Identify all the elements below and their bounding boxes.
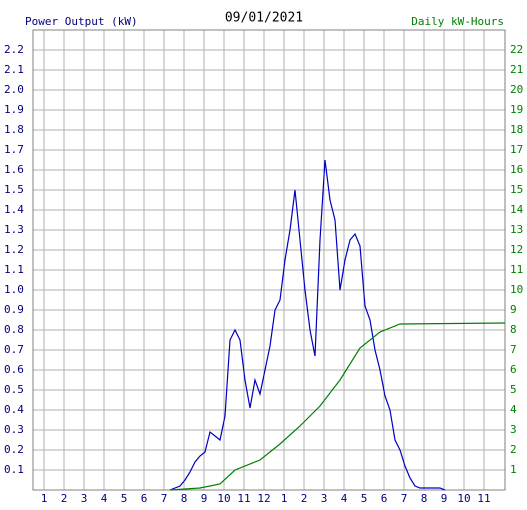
y2-tick-label: 6 — [510, 363, 517, 376]
y2-tick-label: 7 — [510, 343, 517, 356]
x-tick-label: 1 — [281, 492, 288, 505]
y-tick-label: 1.3 — [4, 223, 24, 236]
y-tick-label: 1.0 — [4, 283, 24, 296]
y2-tick-label: 19 — [510, 103, 523, 116]
y-tick-label: 1.1 — [4, 263, 24, 276]
x-tick-label: 4 — [341, 492, 348, 505]
x-tick-label: 8 — [421, 492, 428, 505]
y2-tick-label: 18 — [510, 123, 523, 136]
y2-tick-label: 12 — [510, 243, 523, 256]
x-tick-label: 3 — [321, 492, 328, 505]
x-tick-label: 2 — [61, 492, 68, 505]
x-tick-label: 10 — [217, 492, 230, 505]
x-tick-label: 1 — [41, 492, 48, 505]
y2-tick-label: 3 — [510, 423, 517, 436]
y-tick-label: 0.2 — [4, 443, 24, 456]
y2-tick-label: 10 — [510, 283, 523, 296]
y2-tick-label: 22 — [510, 43, 523, 56]
y-tick-label: 0.4 — [4, 403, 24, 416]
y-tick-label: 0.1 — [4, 463, 24, 476]
y-tick-label: 0.6 — [4, 363, 24, 376]
y-axis-label: Power Output (kW) — [25, 15, 138, 28]
x-tick-label: 11 — [477, 492, 490, 505]
y-tick-label: 0.7 — [4, 343, 24, 356]
x-tick-label: 9 — [201, 492, 208, 505]
y-tick-label: 2.2 — [4, 43, 24, 56]
y2-tick-label: 20 — [510, 83, 523, 96]
x-tick-label: 5 — [121, 492, 128, 505]
y-tick-label: 0.8 — [4, 323, 24, 336]
x-tick-label: 8 — [181, 492, 188, 505]
y2-tick-label: 11 — [510, 263, 523, 276]
x-tick-label: 12 — [257, 492, 270, 505]
y-tick-label: 1.4 — [4, 203, 24, 216]
x-tick-label: 6 — [141, 492, 148, 505]
y2-tick-label: 4 — [510, 403, 517, 416]
x-tick-label: 3 — [81, 492, 88, 505]
x-tick-label: 5 — [361, 492, 368, 505]
x-tick-label: 10 — [457, 492, 470, 505]
y2-tick-label: 8 — [510, 323, 517, 336]
chart-title: 09/01/2021 — [225, 11, 303, 26]
x-tick-label: 11 — [237, 492, 250, 505]
y-tick-label: 1.6 — [4, 163, 24, 176]
y-tick-label: 2.0 — [4, 83, 24, 96]
series-line — [169, 159, 446, 491]
x-tick-label: 7 — [161, 492, 168, 505]
y-tick-label: 0.3 — [4, 423, 24, 436]
y-tick-label: 0.5 — [4, 383, 24, 396]
y-tick-label: 1.7 — [4, 143, 24, 156]
x-tick-label: 9 — [441, 492, 448, 505]
y-tick-label: 2.1 — [4, 63, 24, 76]
x-tick-label: 2 — [301, 492, 308, 505]
series-line — [169, 322, 506, 491]
y-tick-label: 1.8 — [4, 123, 24, 136]
x-tick-label: 7 — [401, 492, 408, 505]
y-tick-label: 1.2 — [4, 243, 24, 256]
x-tick-label: 4 — [101, 492, 108, 505]
y-tick-label: 0.9 — [4, 303, 24, 316]
plot-border — [32, 29, 506, 491]
y2-tick-label: 1 — [510, 463, 517, 476]
y2-tick-label: 15 — [510, 183, 523, 196]
y2-tick-label: 14 — [510, 203, 524, 216]
y2-tick-label: 17 — [510, 143, 523, 156]
y2-tick-label: 13 — [510, 223, 523, 236]
y2-tick-label: 9 — [510, 303, 517, 316]
y2-tick-label: 5 — [510, 383, 517, 396]
y-tick-label: 1.5 — [4, 183, 24, 196]
y2-tick-label: 16 — [510, 163, 523, 176]
y2-tick-label: 21 — [510, 63, 523, 76]
y2-axis-label: Daily kW-Hours — [411, 15, 504, 28]
y-tick-label: 1.9 — [4, 103, 24, 116]
y2-tick-label: 2 — [510, 443, 517, 456]
x-tick-label: 6 — [381, 492, 388, 505]
